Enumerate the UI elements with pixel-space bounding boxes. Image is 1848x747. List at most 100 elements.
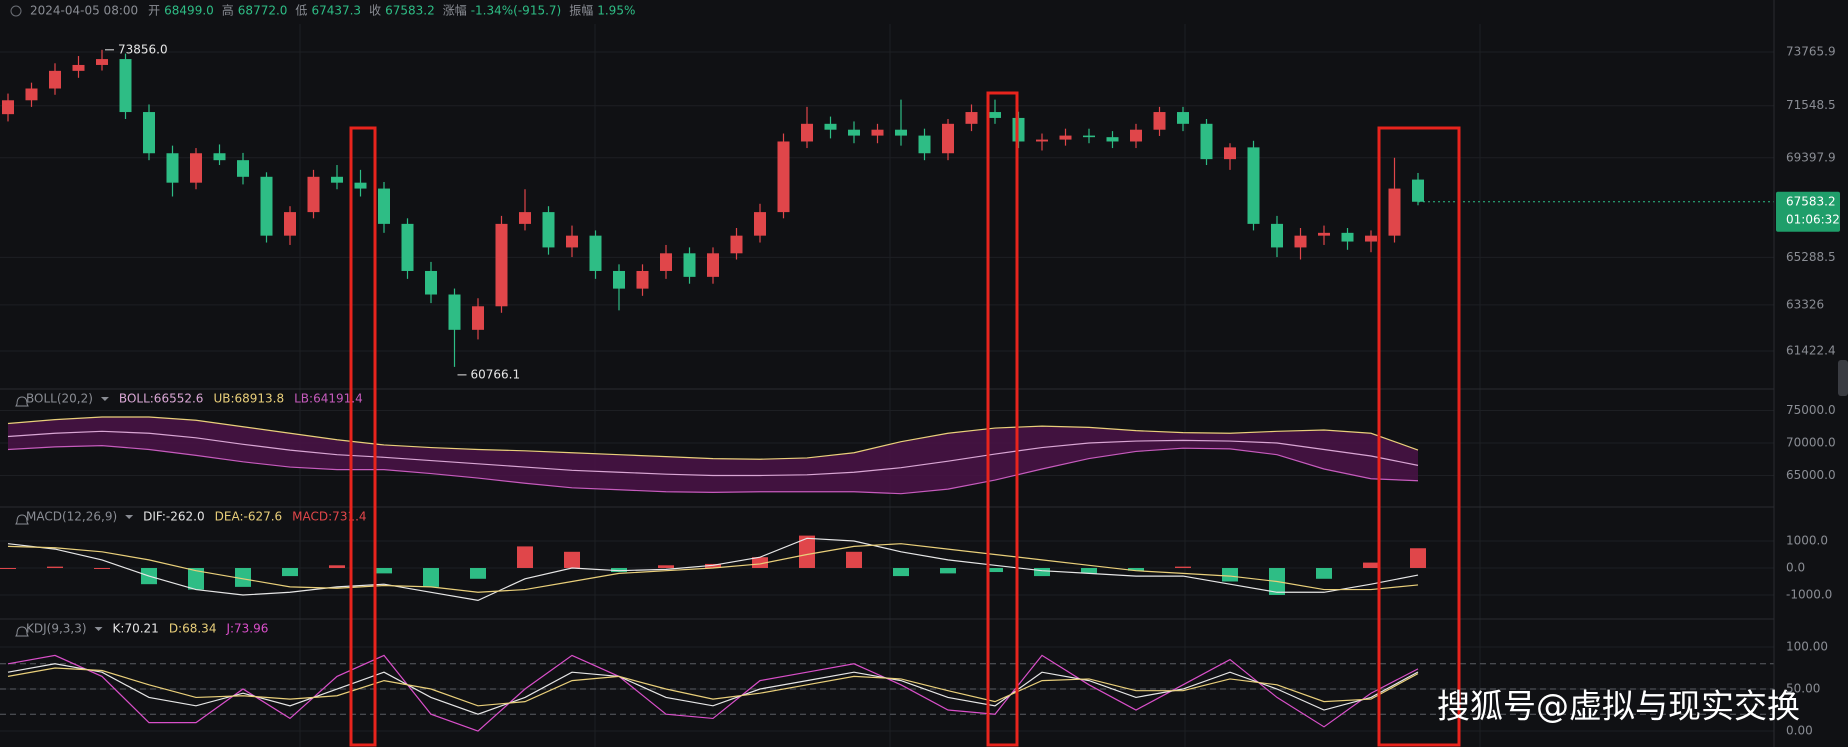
macd-line — [7, 543, 1419, 593]
highlight-box — [1377, 126, 1461, 747]
header-value: 67437.3 — [311, 4, 361, 18]
header-value: 1.95% — [597, 4, 635, 18]
low-label: 60766.1 — [471, 367, 521, 381]
header-value: 68772.0 — [238, 4, 288, 18]
candle-body — [519, 212, 531, 224]
candle-body — [777, 141, 790, 213]
candle-body — [1036, 139, 1048, 142]
candle-body — [378, 188, 390, 224]
y-tick-label: 100.00 — [1786, 639, 1828, 653]
macd-bar — [188, 567, 204, 590]
macd-bar — [893, 567, 909, 577]
candle-body — [871, 129, 884, 136]
candle-body — [119, 59, 132, 113]
macd-bar — [564, 551, 580, 568]
y-tick-label: 50.00 — [1786, 682, 1820, 696]
header-label: 涨幅 — [443, 3, 467, 18]
bell-icon — [15, 514, 29, 525]
last-price: 67583.2 — [1786, 194, 1836, 208]
indicator-value: UB:68913.8 — [213, 392, 284, 406]
macd-bar — [1034, 567, 1050, 577]
macd-line — [7, 537, 1419, 602]
indicator-value: D:68.34 — [169, 622, 217, 636]
bell-icon — [15, 396, 29, 407]
watermark: 搜狐号@虚拟与现实交换 — [1437, 687, 1800, 726]
header-label: 低 — [295, 4, 307, 18]
candle-body — [143, 112, 155, 154]
candle-body — [1177, 112, 1189, 124]
candle-body — [801, 123, 813, 142]
indicator-title: KDJ(9,3,3) — [26, 622, 87, 636]
highlight-box — [349, 126, 377, 747]
candle-body — [636, 270, 649, 289]
candle-body — [824, 123, 837, 130]
candle-body — [1412, 179, 1424, 202]
candle-body — [1083, 135, 1095, 138]
indicator-title: MACD(12,26,9) — [26, 510, 117, 524]
candle-body — [683, 253, 696, 277]
candle-body — [918, 135, 931, 154]
candle-body — [754, 212, 766, 236]
macd-bar — [799, 535, 815, 568]
header-label: 开 — [148, 4, 160, 18]
macd-bar — [423, 567, 439, 587]
candle-body — [401, 223, 414, 271]
dropdown-icon — [100, 397, 109, 401]
candle-body — [2, 100, 14, 115]
candle-body — [942, 123, 954, 154]
y-tick-label: 70000.0 — [1786, 435, 1836, 449]
macd-bar — [1410, 548, 1426, 568]
macd-bar — [1128, 567, 1144, 571]
header-label: 收 — [369, 4, 381, 18]
collapse-icon[interactable] — [10, 5, 22, 17]
indicator-value: MACD:731.4 — [292, 510, 366, 524]
high-label: 73856.0 — [118, 42, 168, 56]
macd-bar — [1222, 567, 1238, 582]
candle-body — [354, 182, 367, 189]
y-tick-label: 65288.5 — [1786, 250, 1836, 264]
y-tick-label: 69397.9 — [1786, 150, 1836, 164]
indicator-value: BOLL:66552.6 — [119, 392, 204, 406]
candle-body — [495, 223, 508, 307]
indicator-title: BOLL(20,2) — [26, 392, 93, 406]
y-tick-label: 0.00 — [1786, 724, 1813, 738]
candle-body — [237, 160, 249, 177]
y-tick-label: 1000.0 — [1786, 534, 1828, 548]
header-label: 高 — [222, 3, 234, 18]
candle-body — [1318, 232, 1330, 236]
last-price-box — [1776, 191, 1840, 232]
kdj-line — [7, 654, 1419, 732]
candle-body — [895, 129, 907, 136]
candle-body — [425, 270, 437, 295]
header-value: 67583.2 — [385, 4, 435, 18]
candle-body — [542, 212, 555, 248]
candle-body — [331, 176, 343, 183]
dropdown-icon — [94, 627, 103, 631]
candle-body — [707, 253, 719, 277]
candle-body — [472, 306, 484, 330]
macd-bar — [329, 565, 345, 568]
indicator-value: J:73.96 — [225, 622, 268, 636]
candle-body — [1130, 129, 1142, 142]
candle-body — [213, 153, 226, 161]
macd-bar — [1081, 567, 1097, 574]
y-tick-label: 61422.4 — [1786, 343, 1836, 357]
candle-body — [1059, 135, 1072, 140]
boll-line — [7, 416, 1419, 460]
candle-body — [49, 70, 61, 89]
macd-bar — [940, 567, 956, 574]
candle-body — [96, 59, 108, 65]
side-handle[interactable] — [1838, 360, 1848, 396]
candle-body — [566, 235, 578, 248]
y-tick-label: 63326 — [1786, 297, 1824, 311]
macd-bar — [1363, 562, 1379, 568]
highlight-boxes — [349, 91, 1461, 747]
boll-line — [7, 444, 1419, 495]
candle-body — [284, 212, 296, 236]
candle-body — [1388, 188, 1401, 236]
indicator-value: LB:64191.4 — [294, 392, 363, 406]
macd-bar — [705, 563, 721, 568]
candle-body — [307, 176, 320, 213]
header-value: -1.34%(-915.7) — [471, 4, 562, 18]
